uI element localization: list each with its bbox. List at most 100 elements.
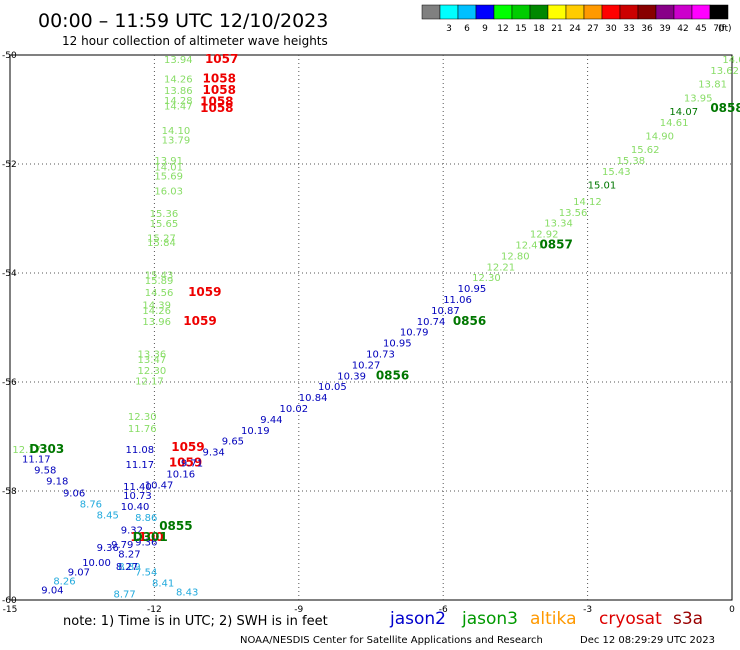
colorbar-level-label: 21 (551, 24, 562, 34)
pass-time-label: D303 (29, 442, 64, 456)
colorbar-swatch (709, 4, 729, 20)
wave-height-label: 9.79 (111, 540, 133, 551)
wave-height-label: 14.26 (142, 306, 171, 317)
wave-height-label: 13.56 (559, 208, 588, 219)
wave-height-label: 10.74 (417, 317, 446, 328)
wave-height-label: 8.26 (53, 577, 75, 588)
colorbar-swatch (637, 4, 657, 20)
colorbar-level-label: 30 (605, 24, 617, 34)
wave-height-label: 14.26 (164, 74, 193, 85)
wave-height-label: 8.43 (176, 588, 198, 599)
wave-height-label: 10.16 (166, 469, 195, 480)
wave-height-label: 15.69 (154, 171, 183, 182)
wave-height-label: 7.54 (135, 567, 157, 578)
wave-height-label: 12.30 (128, 412, 157, 423)
colorbar-swatch (493, 4, 513, 20)
wave-height-label: 14.90 (645, 131, 674, 142)
wave-height-label: 14.39 (142, 300, 171, 311)
wave-height-label: 13.79 (162, 135, 191, 146)
pass-time-label: 1057 (205, 52, 238, 66)
colorbar-swatch (673, 4, 693, 20)
wave-height-label: 8.45 (97, 510, 119, 521)
colorbar-level-label: 24 (569, 24, 581, 34)
wave-height-label: 10.79 (400, 328, 429, 339)
wave-height-label: 8.27 (118, 549, 140, 560)
x-tick-label: 0 (729, 605, 735, 615)
colorbar-level-label: 36 (641, 24, 653, 34)
wave-height-label: 10.47 (145, 480, 174, 491)
wave-height-label: 15.84 (147, 238, 176, 249)
wave-height-label: 13.96 (142, 317, 171, 328)
colorbar-swatch (529, 4, 549, 20)
wave-height-label: 11.17 (126, 460, 155, 471)
wave-height-label: 11.40 (123, 482, 152, 493)
x-tick-label: -6 (439, 605, 448, 615)
wave-height-label: 15.38 (616, 156, 645, 167)
wave-height-label: 10.40 (121, 502, 150, 513)
colorbar-swatch (439, 4, 459, 20)
wave-height-label: 13.94 (164, 55, 193, 66)
wave-height-label: 10.39 (337, 371, 366, 382)
pass-time-label: 1059 (171, 440, 204, 454)
colorbar-swatch (691, 4, 711, 20)
wave-height-label: 8.86 (135, 513, 157, 524)
wave-height-label: 11.06 (443, 295, 472, 306)
colorbar-level-label: 15 (515, 24, 526, 34)
wave-height-label: 10.95 (383, 339, 412, 350)
pass-time-label: 1059 (169, 455, 202, 469)
wave-height-label: 13.47 (138, 355, 167, 366)
wave-height-label: 14.01 (154, 163, 183, 174)
wave-height-label: 9.06 (63, 488, 85, 499)
colorbar-level-label: 33 (623, 24, 634, 34)
wave-height-label: 15.62 (631, 145, 660, 156)
wave-height-label: 9.58 (34, 466, 56, 477)
footer-note: note: 1) Time is in UTC; 2) SWH is in fe… (63, 614, 328, 629)
pass-time-label: 0856 (376, 368, 409, 382)
wave-height-label: 13.62 (710, 66, 739, 77)
wave-height-label: 11.17 (22, 455, 51, 466)
pass-time-label: 0857 (539, 237, 572, 251)
wave-height-label: 12.80 (501, 251, 530, 262)
wave-height-label: 14.12 (573, 197, 602, 208)
plot-area (9, 54, 733, 601)
colorbar-swatch (421, 4, 441, 20)
wave-height-label: 15.65 (150, 219, 179, 230)
x-axis-ticks: -15 -12 -9 -6 -3 0 (3, 605, 735, 615)
wave-height-label: 13.36 (138, 349, 167, 360)
colorbar-level-label: 45 (695, 24, 706, 34)
x-tick-label: -12 (147, 605, 162, 615)
colorbar-swatch (655, 4, 675, 20)
wave-height-label: 16.03 (154, 187, 183, 198)
wave-height-label: 9.18 (46, 476, 68, 487)
wave-height-label: 14.10 (162, 126, 191, 137)
wave-height-label: 12.17 (12, 445, 41, 456)
wave-height-label: 10.95 (458, 284, 487, 295)
wave-height-label: 11.76 (128, 424, 157, 435)
wave-height-label: 12.30 (138, 366, 167, 377)
legend-altika: altika (530, 609, 577, 629)
wave-height-label: 9.44 (260, 415, 282, 426)
colorbar-level-label: 6 (464, 24, 470, 34)
wave-height-label: 15.01 (588, 181, 617, 192)
wave-height-label: 15.89 (145, 276, 174, 287)
wave-height-label: 14.61 (660, 118, 689, 129)
pass-time-label: 1059 (188, 285, 221, 299)
colorbar-level-label: 18 (533, 24, 545, 34)
colorbar-swatch (547, 4, 567, 20)
wave-height-label: 9.36 (97, 543, 119, 554)
wave-height-label: 14.07 (669, 107, 698, 118)
colorbar-level-label: 3 (446, 24, 452, 34)
wave-height-label: 13.81 (698, 80, 727, 91)
y-tick-label: -50 (2, 51, 17, 61)
legend-jason3: jason3 (461, 609, 518, 629)
wave-height-label: 9.36 (135, 538, 157, 549)
wave-height-label: 10.73 (123, 491, 152, 502)
wave-height-label: 10.73 (366, 349, 395, 360)
pass-time-label: 1059 (183, 314, 216, 328)
colorbar-swatch (511, 4, 531, 20)
colorbar-swatch (583, 4, 603, 20)
colorbar-level-label: 39 (659, 24, 671, 34)
wave-height-label: 9.71 (181, 458, 203, 469)
wave-height-label: 14.28 (164, 96, 193, 107)
